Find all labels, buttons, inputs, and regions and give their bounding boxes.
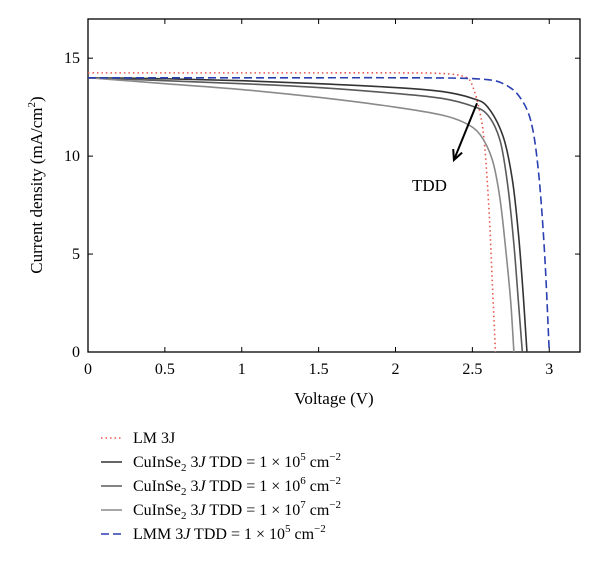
legend-label-2: CuInSe2 3J TDD = 1 × 106 cm−2 <box>133 475 341 498</box>
x-tick-label: 2.5 <box>462 361 482 378</box>
ticks: 0 0.5 1 1.5 2 2.5 3 0 5 10 15 <box>64 19 580 378</box>
annotation: TDD <box>412 102 478 195</box>
series-line-1 <box>87 76 528 353</box>
x-tick-label: 2 <box>392 361 400 378</box>
x-axis-title: Voltage (V) <box>294 389 373 408</box>
legend-label-0: LM 3J <box>133 430 175 447</box>
y-axis-title-close: ) <box>27 96 46 102</box>
tdd-arrow <box>452 102 478 161</box>
y-axis-title-main: Current density (mA/cm <box>27 107 46 273</box>
x-tick-label: 1.5 <box>309 361 329 378</box>
tdd-arrow-head <box>452 148 463 163</box>
x-tick-label: 0.5 <box>155 361 175 378</box>
plot-frame <box>87 18 581 353</box>
y-axis-title-sup: 2 <box>26 102 38 108</box>
x-tick-label: 3 <box>545 361 553 378</box>
y-tick-label: 10 <box>64 148 80 165</box>
y-axis-title: Current density (mA/cm2) <box>26 96 46 273</box>
series-line-2 <box>87 76 524 353</box>
y-tick-label: 15 <box>64 50 80 67</box>
y-tick-label: 0 <box>72 344 80 361</box>
legend-label-1: CuInSe2 3J TDD = 1 × 105 cm−2 <box>133 451 341 474</box>
x-tick-label: 1 <box>238 361 246 378</box>
series-line-0 <box>88 72 497 353</box>
x-tick-label: 0 <box>84 361 92 378</box>
series-lines <box>87 72 551 353</box>
legend-label-3: CuInSe2 3J TDD = 1 × 107 cm−2 <box>133 499 341 522</box>
legend-label-4: LMM 3J TDD = 1 × 105 cm−2 <box>133 523 326 543</box>
series-line-3 <box>87 76 515 353</box>
tdd-annotation: TDD <box>412 176 447 195</box>
y-tick-label: 5 <box>72 246 80 263</box>
series-line-4 <box>87 76 551 353</box>
